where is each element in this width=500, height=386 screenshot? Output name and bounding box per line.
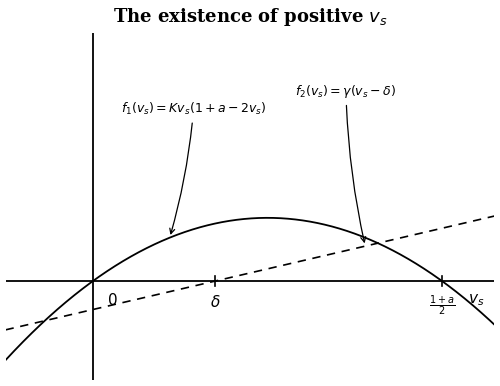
Text: $\delta$: $\delta$	[210, 294, 220, 310]
Text: $f_2(v_s) = \gamma(v_s - \delta)$: $f_2(v_s) = \gamma(v_s - \delta)$	[296, 83, 396, 242]
Text: $\frac{1+a}{2}$: $\frac{1+a}{2}$	[429, 294, 455, 318]
Text: $v_s$: $v_s$	[468, 292, 484, 308]
Text: $0$: $0$	[107, 292, 118, 308]
Text: $f_1(v_s) = Kv_s(1+a-2v_s)$: $f_1(v_s) = Kv_s(1+a-2v_s)$	[121, 102, 266, 234]
Title: The existence of positive $v_s$: The existence of positive $v_s$	[112, 5, 388, 27]
